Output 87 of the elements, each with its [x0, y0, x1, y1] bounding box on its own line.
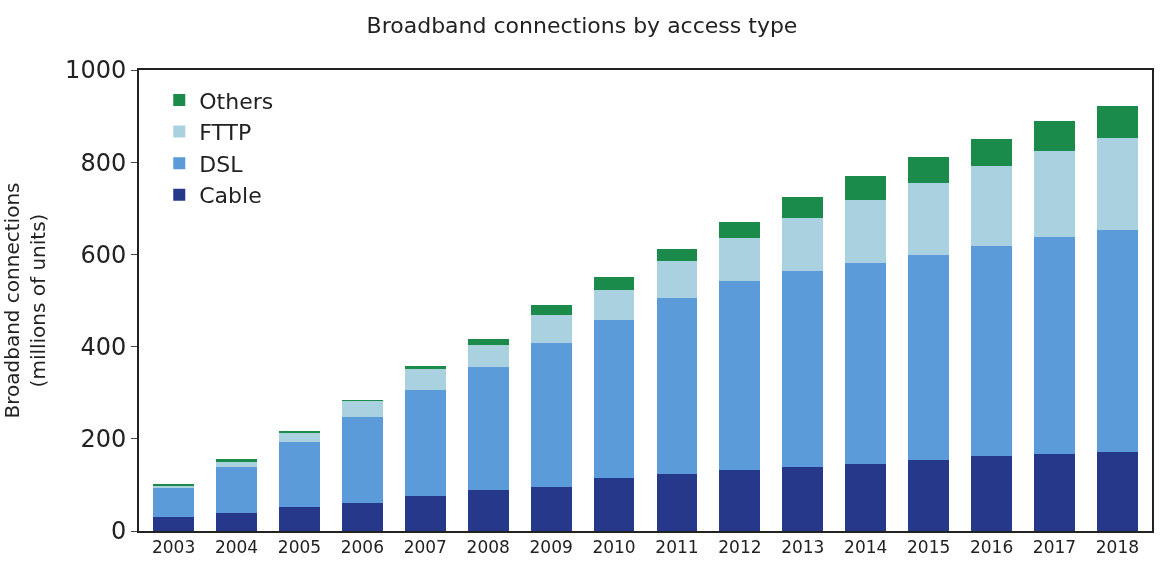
bar — [530, 305, 572, 315]
x-tick-label: 2007 — [403, 537, 447, 558]
bar — [719, 221, 761, 239]
x-tick-label: 2003 — [151, 537, 196, 558]
bar — [1096, 137, 1138, 231]
bar — [404, 365, 446, 369]
bar — [1034, 151, 1075, 237]
y-tick-label: 200 — [80, 425, 127, 454]
bar — [593, 276, 635, 290]
x-tick-label: 2008 — [466, 537, 510, 558]
bar — [216, 466, 257, 513]
bar — [719, 469, 761, 531]
bar — [404, 368, 446, 390]
bar — [782, 218, 824, 271]
bar — [467, 490, 509, 531]
x-tick-label: 2012 — [718, 537, 762, 558]
bar — [530, 314, 572, 343]
bar — [216, 512, 257, 531]
bar — [153, 516, 195, 531]
bar — [593, 478, 635, 531]
bar — [1034, 120, 1075, 152]
bar — [530, 487, 572, 531]
bar — [279, 507, 320, 531]
bar — [845, 263, 887, 464]
y-tick-label: 0 — [110, 517, 127, 546]
y-tick-label: 800 — [80, 148, 127, 177]
bar — [530, 342, 572, 488]
bar — [845, 463, 887, 531]
bar — [656, 473, 698, 531]
bar — [1096, 105, 1138, 138]
x-tick-label: 2013 — [781, 537, 825, 558]
y-axis-title: Broadband connections (millions of units) — [0, 182, 50, 419]
x-tick-label: 2009 — [529, 537, 573, 558]
bar — [908, 157, 950, 184]
bar — [1096, 230, 1138, 452]
y-tick-label: 1000 — [65, 56, 127, 85]
x-tick-label: 2004 — [214, 537, 259, 558]
bar — [719, 281, 761, 470]
bar — [467, 344, 509, 367]
bar — [908, 254, 950, 461]
x-tick-label: 2017 — [1032, 537, 1077, 558]
x-tick-label: 2015 — [907, 537, 951, 558]
bar — [341, 502, 383, 531]
bar — [782, 197, 824, 219]
bar — [467, 366, 509, 491]
bar — [908, 183, 950, 255]
bar — [656, 298, 698, 474]
x-tick-label: 2005 — [277, 537, 322, 558]
bar — [845, 199, 887, 264]
bar — [279, 432, 320, 443]
bar — [593, 320, 635, 479]
bar — [971, 246, 1012, 456]
bar — [404, 389, 446, 497]
bar — [782, 467, 824, 531]
legend-label: Others — [199, 88, 274, 114]
legend-label: FTTP — [199, 120, 252, 146]
bar — [467, 339, 509, 345]
legend-label: Cable — [199, 183, 262, 209]
bar — [719, 238, 761, 282]
bar — [153, 488, 195, 517]
bar — [845, 176, 887, 200]
bar — [593, 289, 635, 321]
legend-label: DSL — [199, 151, 244, 177]
bar — [656, 261, 698, 299]
bar — [1096, 451, 1138, 531]
chart-title: Broadband connections by access type — [366, 12, 798, 38]
x-tick-label: 2014 — [844, 537, 888, 558]
bar — [341, 401, 383, 417]
bar — [656, 248, 698, 262]
x-tick-label: 2006 — [340, 537, 384, 558]
x-tick-label: 2016 — [969, 537, 1014, 558]
bar — [971, 165, 1012, 247]
bar — [404, 496, 446, 531]
y-tick-label: 600 — [80, 240, 127, 269]
bar — [216, 462, 257, 467]
bar — [908, 460, 950, 531]
bar — [971, 139, 1012, 166]
bar — [1034, 454, 1075, 531]
y-tick-label: 400 — [80, 333, 127, 361]
bar — [279, 442, 320, 508]
x-tick-label: 2011 — [655, 537, 699, 558]
x-tick-label: 2018 — [1095, 537, 1140, 558]
bar — [341, 416, 383, 503]
bar — [1034, 236, 1075, 455]
bar — [971, 455, 1012, 531]
bar — [782, 271, 824, 468]
x-tick-label: 2010 — [592, 537, 636, 558]
